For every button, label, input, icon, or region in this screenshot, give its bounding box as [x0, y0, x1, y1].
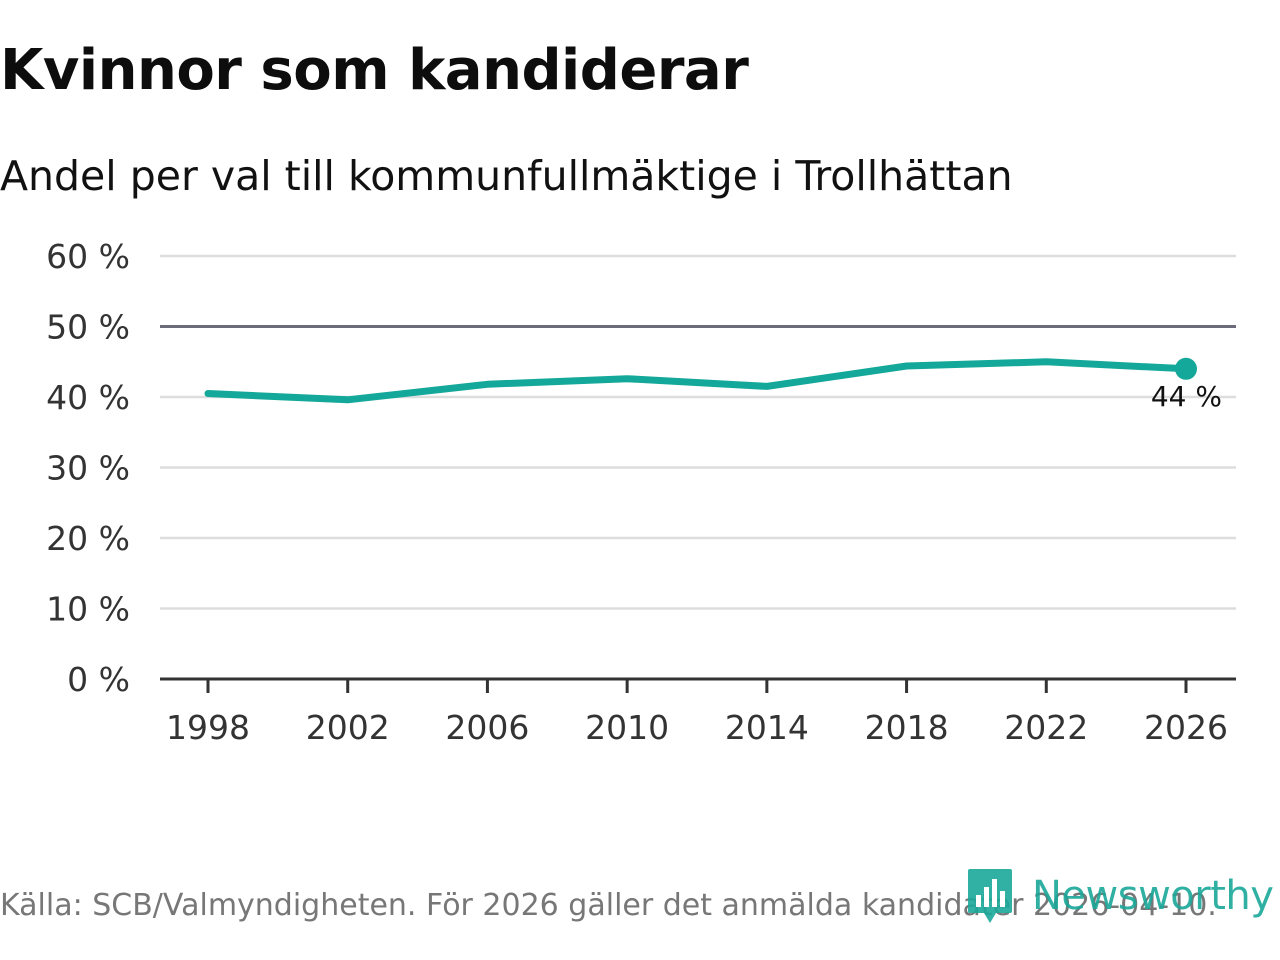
- x-axis: 1998 2002 2006 2010 2014 2018 2022 2026: [160, 677, 1236, 747]
- y-tick-label-0: 0 %: [67, 660, 130, 699]
- data-labels: 44 %: [1151, 380, 1222, 413]
- data-point-2026: [1175, 357, 1197, 380]
- x-tick-label-2002: 2002: [306, 708, 390, 747]
- x-tick-label-2010: 2010: [585, 708, 669, 747]
- x-tick-label-2022: 2022: [1004, 708, 1088, 747]
- brand-logo: Newsworthy: [966, 866, 1274, 926]
- y-tick-label-50: 50 %: [46, 308, 130, 347]
- y-tick-label-10: 10 %: [46, 590, 130, 629]
- x-tick-label-2018: 2018: [865, 708, 949, 747]
- gridlines: [160, 254, 1236, 610]
- y-axis-tick-labels: 0 % 10 % 20 % 30 % 40 % 50 % 60 %: [46, 237, 130, 699]
- x-tick-label-2014: 2014: [725, 708, 809, 747]
- source-note: Källa: SCB/Valmyndigheten. För 2026 gäll…: [0, 888, 1217, 923]
- y-tick-label-60: 60 %: [46, 237, 130, 276]
- y-tick-label-40: 40 %: [46, 378, 130, 417]
- y-tick-label-20: 20 %: [46, 519, 130, 558]
- chart-title: Kvinnor som kandiderar: [0, 38, 749, 103]
- last-point-label: 44 %: [1151, 380, 1222, 413]
- x-tick-label-2006: 2006: [445, 708, 529, 747]
- chart-subtitle: Andel per val till kommunfullmäktige i T…: [0, 152, 1013, 200]
- y-tick-label-30: 30 %: [46, 449, 130, 488]
- series-line-andel-kvinnor: [204, 358, 1190, 404]
- bar-chart-pin-icon: [968, 869, 1012, 923]
- x-tick-label-1998: 1998: [166, 708, 250, 747]
- x-tick-label-2026: 2026: [1144, 708, 1228, 747]
- series: [204, 357, 1197, 404]
- brand-name: Newsworthy: [1032, 873, 1274, 919]
